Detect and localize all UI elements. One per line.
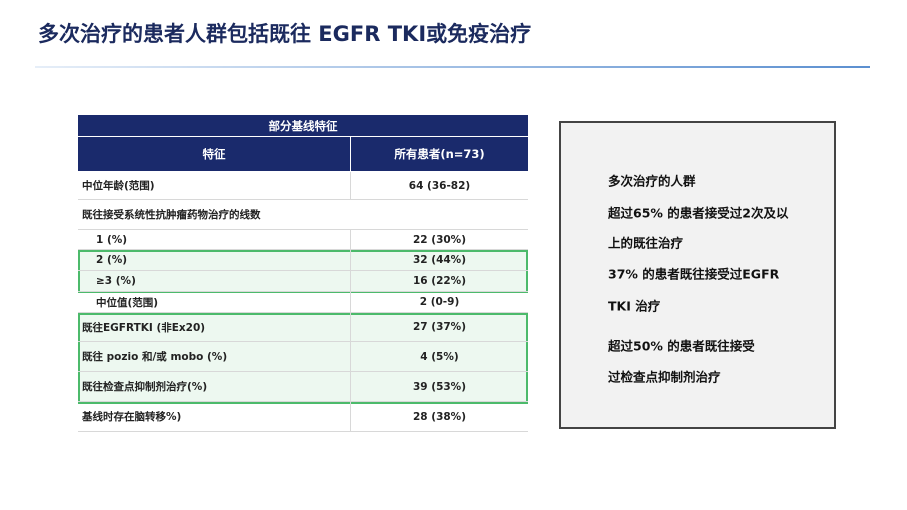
table-cell: 39 (53%) (350, 372, 528, 402)
slide-title: 多次治疗的患者人群包括既往 EGFR TKI或免疫治疗 (38, 22, 532, 46)
table-cell: ≥3 (%) (78, 271, 350, 292)
summary-line: 过检查点抑制剂治疗 (608, 369, 721, 385)
column-header: 特征 (78, 137, 350, 172)
summary-box (559, 121, 836, 429)
table-cell: 27 (37%) (350, 313, 528, 342)
summary-line: TKI 治疗 (608, 298, 661, 314)
title-rule (35, 66, 870, 68)
table-cell: 中位年龄(范围) (78, 172, 350, 200)
table-cell: 基线时存在脑转移%) (78, 402, 350, 432)
summary-line: 上的既往治疗 (608, 235, 684, 251)
table-cell: 2 (0-9) (350, 292, 528, 313)
summary-line: 37% 的患者既往接受过EGFR (608, 266, 780, 282)
table-cell: 64 (36-82) (350, 172, 528, 200)
table-cell: 16 (22%) (350, 271, 528, 292)
table-cell: 既往EGFRTKI (非Ex20) (78, 313, 350, 342)
table-cell: 既往接受系统性抗肿瘤药物治疗的线数 (78, 200, 528, 230)
table-cell: 2 (%) (78, 250, 350, 271)
table-cell: 既往 pozio 和/或 mobo (%) (78, 342, 350, 372)
table-cell: 既往检查点抑制剂治疗(%) (78, 372, 350, 402)
summary-line: 超过65% 的患者接受过2次及以 (608, 205, 789, 221)
column-header: 所有患者(n=73) (350, 137, 528, 172)
table-cell: 22 (30%) (350, 230, 528, 250)
table-cell: 1 (%) (78, 230, 350, 250)
highlight-box (78, 313, 528, 404)
summary-line: 超过50% 的患者既往接受 (608, 338, 755, 354)
table-cell: 中位值(范围) (78, 292, 350, 313)
table-caption: 部分基线特征 (78, 115, 528, 137)
table-cell: 28 (38%) (350, 402, 528, 432)
summary-line: 多次治疗的人群 (608, 173, 696, 189)
highlight-box (78, 250, 528, 293)
table-cell: 32 (44%) (350, 250, 528, 271)
table-cell: 4 (5%) (350, 342, 528, 372)
